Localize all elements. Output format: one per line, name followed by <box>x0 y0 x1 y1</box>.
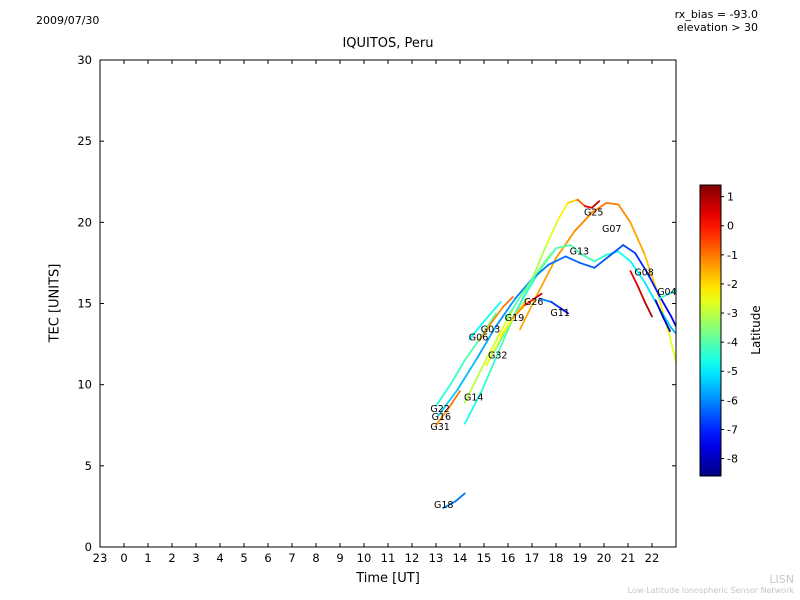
svg-text:21: 21 <box>621 551 636 565</box>
svg-text:-7: -7 <box>727 423 738 436</box>
svg-text:8: 8 <box>312 551 319 565</box>
svg-text:14: 14 <box>453 551 468 565</box>
chart-title: IQUITOS, Peru <box>342 36 434 51</box>
watermark-lisn: LISN <box>769 573 794 586</box>
svg-text:G03: G03 <box>481 324 500 335</box>
svg-text:10: 10 <box>77 378 92 392</box>
svg-text:G18: G18 <box>434 500 453 511</box>
svg-text:G31: G31 <box>430 422 449 433</box>
svg-text:G16: G16 <box>432 412 451 423</box>
rx-bias-label: rx_bias = -93.0 <box>674 8 758 21</box>
svg-text:16: 16 <box>501 551 516 565</box>
svg-text:G11: G11 <box>550 308 569 319</box>
svg-text:G26: G26 <box>524 297 543 308</box>
svg-text:6: 6 <box>264 551 271 565</box>
svg-text:20: 20 <box>597 551 612 565</box>
svg-text:G07: G07 <box>602 224 621 235</box>
svg-text:-3: -3 <box>727 307 738 320</box>
svg-text:7: 7 <box>288 551 295 565</box>
svg-text:2: 2 <box>168 551 175 565</box>
svg-text:15: 15 <box>477 551 492 565</box>
svg-text:-8: -8 <box>727 453 738 466</box>
svg-text:0: 0 <box>120 551 127 565</box>
svg-text:11: 11 <box>381 551 396 565</box>
elevation-label: elevation > 30 <box>676 21 758 34</box>
svg-text:30: 30 <box>77 53 92 67</box>
svg-text:5: 5 <box>240 551 247 565</box>
svg-text:13: 13 <box>429 551 444 565</box>
svg-text:-6: -6 <box>727 394 738 407</box>
svg-text:17: 17 <box>525 551 540 565</box>
svg-text:20: 20 <box>77 215 92 229</box>
svg-text:G19: G19 <box>505 313 524 324</box>
svg-text:G04: G04 <box>657 287 676 298</box>
watermark-network: Low-Latitude Ionospheric Sensor Network <box>627 586 794 595</box>
svg-text:-1: -1 <box>727 249 738 262</box>
svg-text:12: 12 <box>405 551 420 565</box>
svg-text:G25: G25 <box>584 208 603 219</box>
colorbar-label: Latitude <box>749 305 763 355</box>
svg-text:1: 1 <box>727 191 734 204</box>
watermark: LISN Low-Latitude Ionospheric Sensor Net… <box>628 574 794 596</box>
svg-text:G32: G32 <box>488 350 507 361</box>
svg-text:4: 4 <box>216 551 223 565</box>
svg-text:G14: G14 <box>464 393 483 404</box>
svg-text:3: 3 <box>192 551 199 565</box>
svg-text:18: 18 <box>549 551 564 565</box>
svg-text:15: 15 <box>77 297 92 311</box>
svg-text:G13: G13 <box>570 247 589 258</box>
svg-text:23: 23 <box>93 551 108 565</box>
svg-text:19: 19 <box>573 551 588 565</box>
svg-text:0: 0 <box>85 540 92 554</box>
svg-text:-4: -4 <box>727 336 738 349</box>
svg-text:5: 5 <box>85 459 92 473</box>
svg-text:0: 0 <box>727 220 734 233</box>
svg-text:G06: G06 <box>469 333 488 344</box>
svg-text:G22: G22 <box>430 404 449 415</box>
svg-text:10: 10 <box>357 551 372 565</box>
svg-text:22: 22 <box>645 551 660 565</box>
svg-text:25: 25 <box>77 134 92 148</box>
x-axis-label: Time [UT] <box>356 571 420 586</box>
date-label: 2009/07/30 <box>36 14 100 27</box>
svg-text:1: 1 <box>144 551 151 565</box>
meta-info: rx_bias = -93.0 elevation > 30 <box>675 8 758 34</box>
svg-text:-5: -5 <box>727 365 738 378</box>
svg-text:-2: -2 <box>727 278 738 291</box>
svg-text:G08: G08 <box>634 268 653 279</box>
svg-text:9: 9 <box>336 551 343 565</box>
